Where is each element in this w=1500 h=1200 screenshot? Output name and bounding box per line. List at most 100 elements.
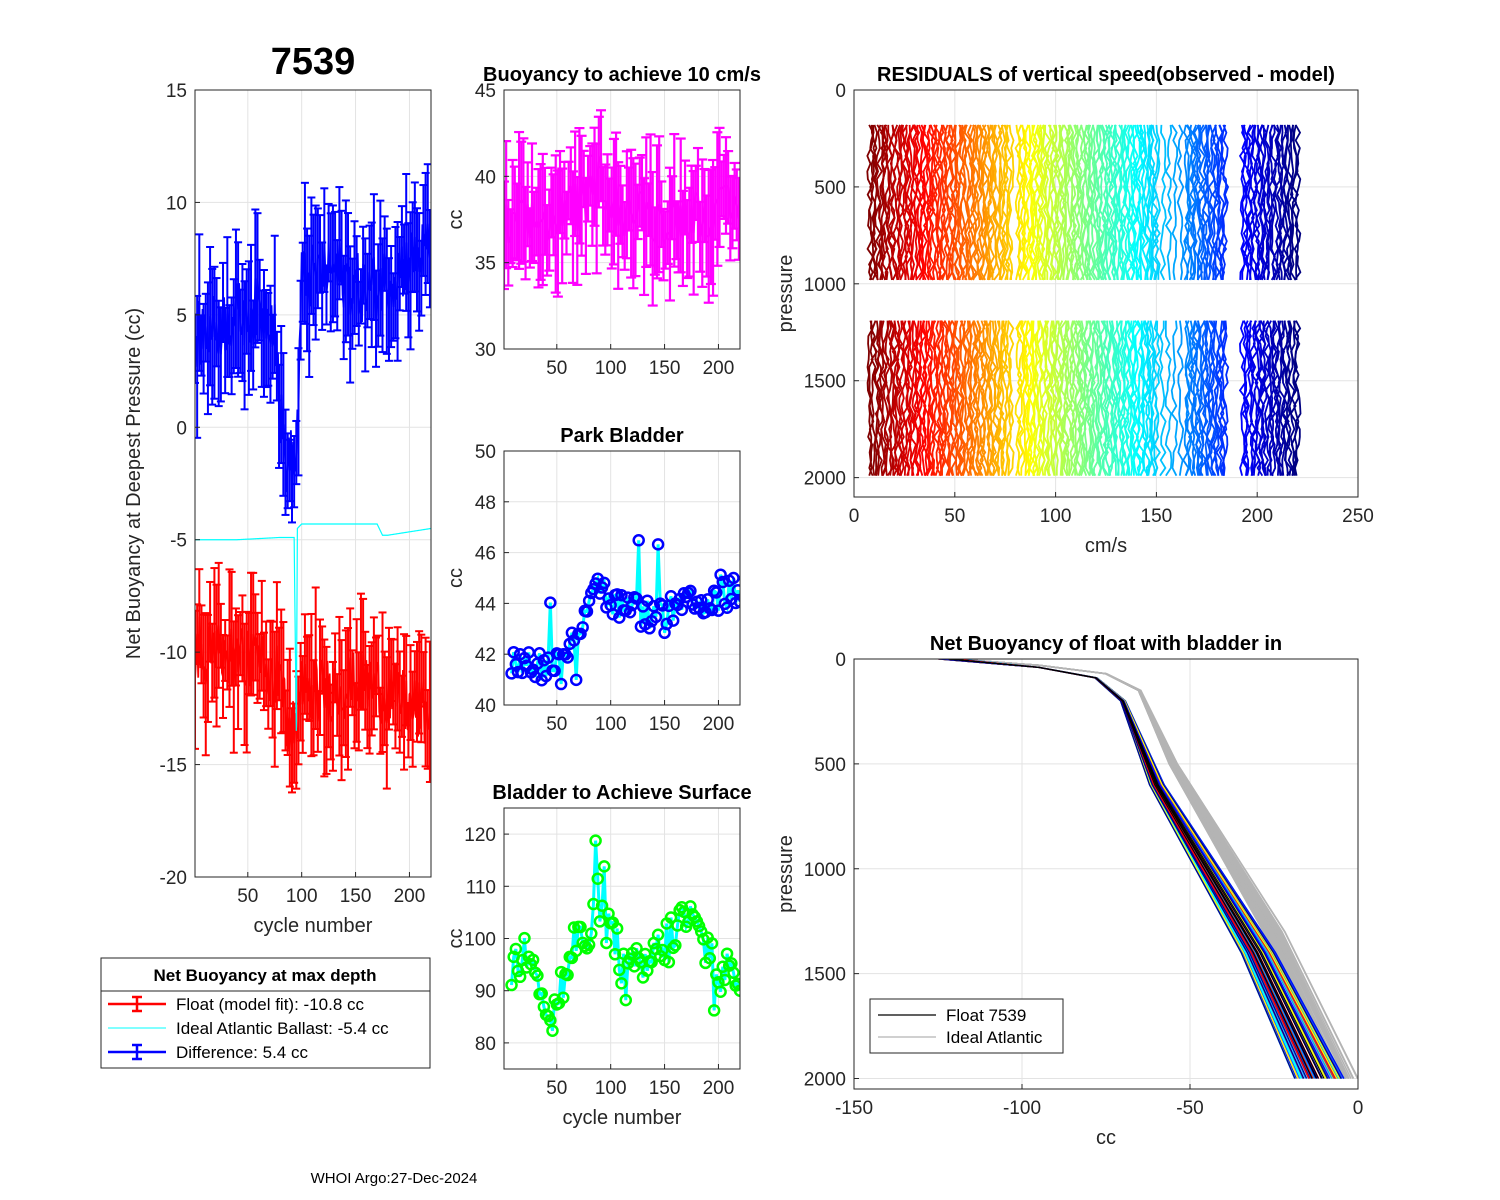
data-marker <box>666 941 680 955</box>
y-tick-label: 1500 <box>804 372 846 393</box>
data-marker <box>645 955 658 969</box>
residual-profile <box>1205 124 1214 281</box>
series-ideal-atlantic-ballast <box>195 523 431 731</box>
residual-profile <box>1133 320 1142 476</box>
data-marker <box>585 927 598 940</box>
residual-profile <box>1032 124 1041 280</box>
residual-profile <box>1088 124 1097 281</box>
residual-profile <box>1106 124 1115 281</box>
residual-profile <box>950 124 958 281</box>
residual-profile <box>878 124 886 281</box>
data-marker <box>554 677 568 691</box>
residual-profile <box>1034 124 1042 280</box>
chart-title: RESIDUALS of vertical speed(observed - m… <box>877 64 1335 86</box>
x-tick-label: -50 <box>1176 1098 1203 1119</box>
residual-profile <box>889 320 898 476</box>
axes-box <box>194 89 432 878</box>
axes-box <box>853 89 1359 498</box>
residual-profile <box>1170 320 1179 477</box>
residual-profile <box>872 124 879 281</box>
residual-profiles <box>866 124 1302 477</box>
residual-profile <box>969 124 978 281</box>
residual-profile <box>1289 320 1298 476</box>
x-tick-label: 0 <box>849 506 860 527</box>
residual-profile <box>1153 320 1161 476</box>
residual-profile <box>977 320 986 477</box>
y-tick-label: 10 <box>166 193 187 214</box>
residual-profile <box>1272 320 1280 476</box>
residual-profile <box>1286 320 1294 477</box>
x-tick-label: 200 <box>703 1078 735 1099</box>
residual-profile <box>1124 320 1131 476</box>
axes-box <box>503 89 741 350</box>
residual-profile <box>1090 124 1099 281</box>
data-marker <box>613 963 626 977</box>
data-marker <box>576 621 589 634</box>
data-marker <box>535 987 548 1000</box>
residual-profile <box>1069 124 1078 281</box>
residual-profile <box>1159 124 1167 281</box>
residual-profile <box>938 320 947 476</box>
data-marker <box>600 936 613 950</box>
data-marker <box>513 970 527 984</box>
residual-profile <box>1131 320 1140 476</box>
residual-profile <box>1293 124 1302 281</box>
residual-profile <box>1171 124 1179 281</box>
residual-profile <box>1104 320 1112 476</box>
data-marker <box>561 968 574 982</box>
x-tick-label: 100 <box>286 886 318 907</box>
residual-profile <box>959 124 968 281</box>
x-tick-label: 200 <box>1241 506 1273 527</box>
y-tick-label: 120 <box>464 825 496 846</box>
axes-frame: 50 100 150 200 -20 -15 -10 -5 0 5 10 15 cycle number… <box>123 81 432 937</box>
residual-profile <box>1176 124 1185 281</box>
axes-box <box>503 450 741 706</box>
chart-surf: 50 100 150 200 80 90 100 110 120 Bladder to Achie… <box>445 782 752 1129</box>
data-layer <box>505 534 740 691</box>
series-surf <box>505 834 740 1037</box>
chart-title: Buoyancy to achieve 10 cm/s <box>483 64 761 86</box>
x-tick-label: 100 <box>595 1078 627 1099</box>
residual-profile <box>1248 124 1257 281</box>
x-tick-label: 200 <box>394 886 426 907</box>
residual-profile <box>1264 320 1272 476</box>
y-tick-label: -10 <box>160 643 187 664</box>
y-tick-label: -5 <box>170 531 187 552</box>
data-marker <box>548 664 561 678</box>
residual-profile <box>1213 320 1222 476</box>
residual-profile <box>1065 124 1073 281</box>
data-marker <box>649 610 663 624</box>
residual-profile <box>1198 124 1206 281</box>
y-tick-label: 44 <box>475 594 497 615</box>
residual-profile <box>997 124 1005 281</box>
series-difference <box>195 163 431 524</box>
residual-profile <box>1098 124 1106 281</box>
series-line <box>195 616 431 751</box>
residual-profile <box>1159 320 1167 477</box>
axes-frame: -150 -100 -50 0 0 500 1000 1500 2000 Net Buoyancy… <box>775 633 1363 1149</box>
series-buoyancy <box>504 109 740 307</box>
residual-profile <box>932 320 941 476</box>
y-axis-label: pressure <box>775 835 797 913</box>
data-marker <box>733 595 740 609</box>
residual-profile <box>898 320 905 476</box>
data-marker <box>666 614 680 627</box>
data-marker <box>526 953 540 967</box>
residual-profile <box>944 124 953 281</box>
residual-profile <box>1260 320 1268 476</box>
data-marker <box>610 922 624 935</box>
data-marker <box>694 594 708 607</box>
residual-profile <box>1116 320 1124 476</box>
residual-profile <box>1270 124 1278 281</box>
y-tick-label: 500 <box>814 755 846 776</box>
residual-profile <box>1058 124 1066 281</box>
data-marker <box>718 973 732 987</box>
y-tick-label: 2000 <box>804 469 846 490</box>
chart-title: Bladder to Achieve Surface <box>492 782 751 804</box>
residual-profile <box>975 320 984 477</box>
x-tick-label: 100 <box>1040 506 1072 527</box>
x-tick-label: 250 <box>1342 506 1374 527</box>
data-marker <box>619 993 633 1007</box>
residual-profile <box>1186 320 1194 476</box>
residual-profile <box>1069 320 1077 477</box>
